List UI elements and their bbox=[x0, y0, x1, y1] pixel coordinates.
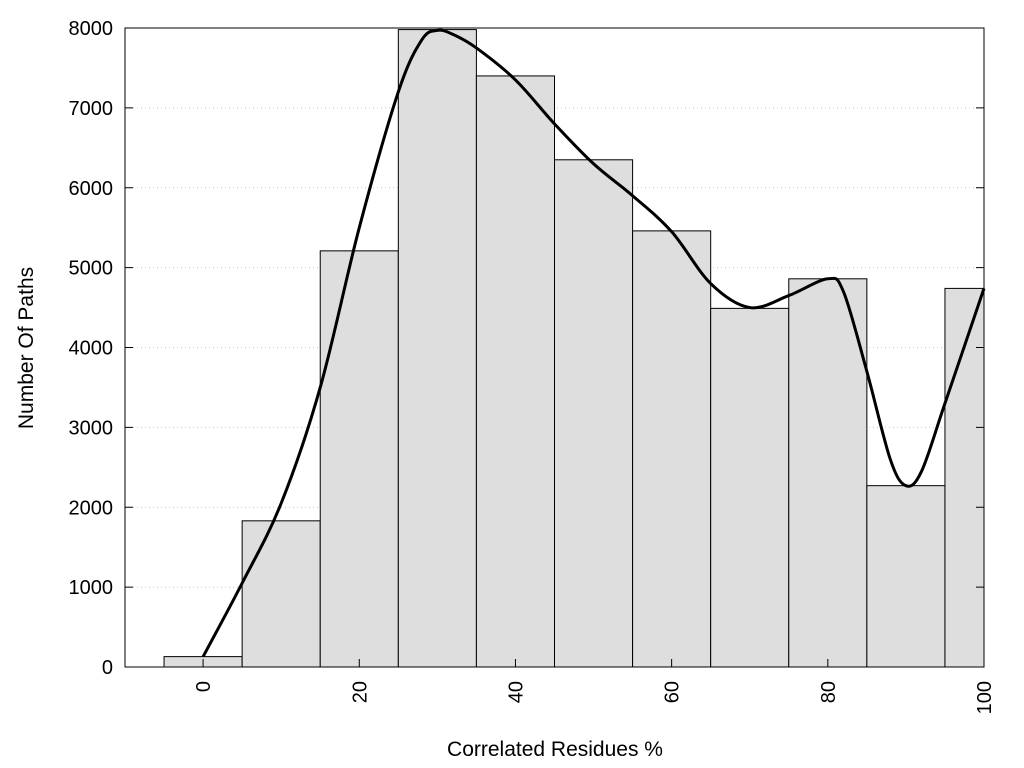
bar bbox=[866, 485, 946, 668]
y-tick-label: 3000 bbox=[69, 417, 114, 439]
y-ticks: 0 1000 2000 3000 4000 5000 6000 7000 8000 bbox=[69, 18, 984, 679]
bar bbox=[475, 75, 555, 668]
bar bbox=[554, 159, 634, 668]
bar bbox=[788, 278, 868, 668]
y-tick-label: 2000 bbox=[69, 497, 114, 519]
x-ticks: 0 20 40 60 80 100 bbox=[193, 659, 996, 714]
x-tick-label: 20 bbox=[349, 681, 371, 703]
y-tick-label: 8000 bbox=[69, 18, 114, 40]
bar bbox=[241, 520, 321, 668]
x-tick-label: 60 bbox=[662, 681, 684, 703]
y-tick-label: 7000 bbox=[69, 98, 114, 120]
x-tick-label: 40 bbox=[505, 681, 527, 703]
y-tick-label: 5000 bbox=[69, 258, 114, 280]
bar bbox=[710, 307, 790, 668]
smooth-curve-line bbox=[201, 28, 986, 658]
bars bbox=[163, 29, 985, 668]
y-tick-label: 1000 bbox=[69, 577, 114, 599]
y-tick-label: 4000 bbox=[69, 338, 114, 360]
bar bbox=[319, 250, 399, 668]
y-axis-title: Number Of Paths bbox=[15, 267, 38, 429]
x-tick-label: 80 bbox=[818, 681, 840, 703]
smooth-curve bbox=[201, 28, 986, 658]
x-tick-label: 100 bbox=[974, 681, 996, 714]
x-tick-label: 0 bbox=[193, 681, 215, 692]
bar bbox=[632, 230, 712, 668]
x-axis-title: Correlated Residues % bbox=[447, 738, 663, 761]
y-tick-label: 0 bbox=[102, 657, 113, 679]
bar bbox=[397, 29, 477, 668]
y-tick-label: 6000 bbox=[69, 178, 114, 200]
